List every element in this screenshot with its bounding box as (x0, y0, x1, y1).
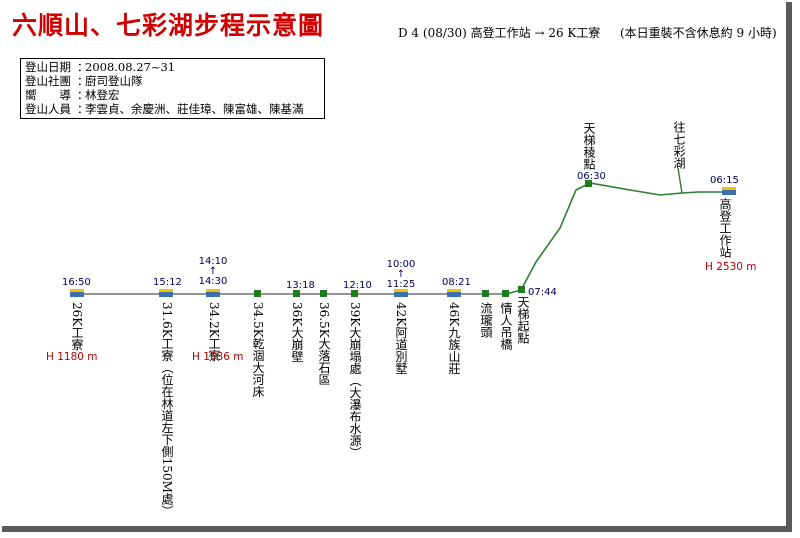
ascent-route-line (505, 182, 730, 295)
time-34-2k: 14:10 ↑ 14:30 (198, 256, 228, 287)
label-31-6k: 31.6K工寮（位在林道左下側150M處） (160, 302, 174, 517)
label-42k: 42K阿道別墅 (394, 302, 408, 375)
time-39k: 12:10 (343, 280, 372, 291)
time-46k: 08:21 (442, 277, 471, 288)
label-34-5k: 34.5K乾涸大河床 (251, 302, 265, 398)
point-marker-ladder-ridge (585, 180, 592, 187)
hut-marker-46k (447, 289, 461, 297)
label-liulong: 流瓏頭 (479, 302, 493, 338)
label-to-lake: 往七彩湖 (672, 121, 686, 169)
label-ladder-ridge: 天梯稜點 (582, 122, 596, 170)
label-34-2k: 34.2K工寮 (207, 302, 221, 362)
trip-info-box: 登山日期 ：2008.08.27~31 登山社團 ：廚司登山隊 嚮 導：林登宏 登山… (20, 58, 325, 119)
elevation-26k: H 1180 m (46, 351, 98, 363)
elevation-34-2k: H 1536 m (192, 351, 244, 363)
point-marker-ladder-start (518, 286, 525, 293)
label-39k: 39K大崩塌處（大瀑布水源） (348, 302, 362, 459)
info-row-members: 登山人員 ：李雲貞、余慶洲、莊佳璋、陳富雄、陳基滿 (25, 102, 304, 116)
info-row-club: 登山社團 ：廚司登山隊 (25, 74, 143, 88)
info-row-guide: 嚮 導：林登宏 (25, 88, 120, 102)
duration-note: (本日重裝不含休息約 9 小時) (620, 26, 777, 40)
point-marker-liulong (482, 290, 489, 297)
point-marker-bridge (502, 290, 509, 297)
time-gaodeng: 06:15 (710, 175, 739, 186)
time-36k: 13:18 (286, 280, 315, 291)
time-ladder-ridge: 06:30 (577, 171, 606, 182)
label-46k: 46K九族山莊 (447, 302, 461, 375)
label-36-5k: 36.5K大落石區 (317, 302, 331, 386)
day-route-subtitle: D 4 (08/30) 高登工作站 → 26 K工寮 (398, 26, 601, 40)
hut-marker-26k (70, 289, 84, 297)
hut-marker-42k (394, 289, 408, 297)
point-marker-34-5k (254, 290, 261, 297)
info-row-date: 登山日期 ：2008.08.27~31 (25, 60, 176, 74)
branch-to-lake-line (677, 167, 683, 194)
page-title: 六順山、七彩湖步程示意圖 (12, 11, 325, 40)
time-31-6k: 15:12 (153, 277, 182, 288)
elevation-gaodeng: H 2530 m (705, 261, 757, 273)
label-ladder-start: 天梯起點 (516, 296, 530, 344)
point-marker-36k (293, 290, 300, 297)
label-36k: 36K大崩壁 (290, 302, 304, 363)
hut-marker-34-2k (206, 289, 220, 297)
label-bridge: 情人吊橋 (499, 302, 513, 350)
point-marker-39k (351, 290, 358, 297)
time-42k: 10:00 ↑ 11:25 (386, 259, 416, 290)
time-26k: 16:50 (62, 277, 91, 288)
hut-marker-gaodeng (722, 187, 736, 195)
point-marker-36-5k (320, 290, 327, 297)
label-gaodeng: 高登工作站 (718, 198, 732, 258)
time-ladder-start: 07:44 (528, 287, 557, 298)
hut-marker-31-6k (159, 289, 173, 297)
label-26k: 26K工寮 (70, 302, 84, 351)
